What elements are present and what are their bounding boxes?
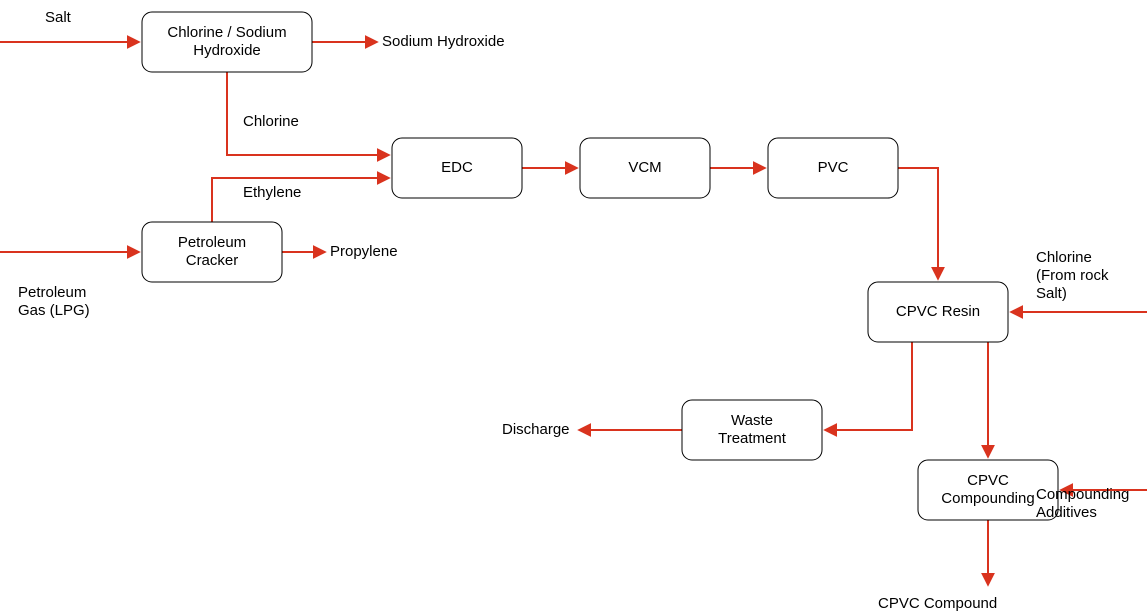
svg-text:EDC: EDC	[441, 159, 473, 176]
label-chlorine: Chlorine	[243, 113, 299, 130]
label-chlorine-rocksalt: Chlorine(From rockSalt)	[1036, 249, 1109, 302]
svg-text:CPVC Resin: CPVC Resin	[896, 303, 980, 320]
label-additives: CompoundingAdditives	[1036, 486, 1129, 521]
svg-text:VCM: VCM	[628, 159, 661, 176]
svg-text:PVC: PVC	[818, 159, 849, 176]
node-vcm: VCM	[580, 138, 710, 198]
label-naoh: Sodium Hydroxide	[382, 33, 505, 50]
label-ethylene: Ethylene	[243, 184, 301, 201]
label-salt: Salt	[45, 9, 72, 26]
svg-text:PetroleumCracker: PetroleumCracker	[178, 234, 246, 269]
node-edc: EDC	[392, 138, 522, 198]
label-propylene: Propylene	[330, 243, 398, 260]
node-cracker: PetroleumCracker	[142, 222, 282, 282]
node-pvc: PVC	[768, 138, 898, 198]
label-lpg: PetroleumGas (LPG)	[18, 284, 90, 319]
edge-pvc-to-cpvcresin	[898, 168, 938, 278]
label-cpvc-compound: CPVC Compound	[878, 595, 997, 612]
node-waste-treatment: WasteTreatment	[682, 400, 822, 460]
edge-cpvcresin-to-waste	[826, 342, 912, 430]
node-chloralkali: Chlorine / SodiumHydroxide	[142, 12, 312, 72]
node-cpvc-resin: CPVC Resin	[868, 282, 1008, 342]
label-discharge: Discharge	[502, 421, 570, 438]
